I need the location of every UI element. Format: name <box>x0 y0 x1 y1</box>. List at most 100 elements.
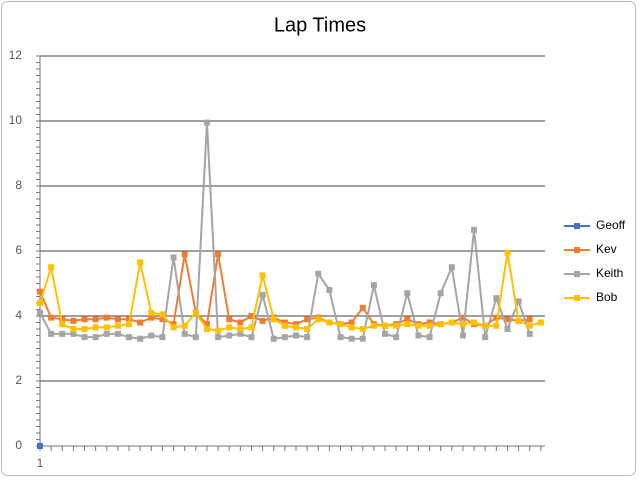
point-marker <box>114 330 121 337</box>
point-marker <box>526 316 533 323</box>
point-marker <box>237 319 244 326</box>
point-marker <box>248 334 255 341</box>
point-marker <box>181 322 188 329</box>
point-marker <box>515 317 522 324</box>
point-marker <box>192 334 199 341</box>
point-marker <box>426 334 433 341</box>
point-marker <box>259 317 266 324</box>
point-marker <box>59 330 66 337</box>
point-marker <box>326 287 333 293</box>
point-marker <box>426 319 433 326</box>
point-marker <box>114 322 121 329</box>
series-line <box>39 252 542 332</box>
point-marker <box>359 326 366 332</box>
point-marker <box>48 330 55 337</box>
point-marker <box>292 324 299 331</box>
point-marker <box>281 319 288 326</box>
x-tick-label: 1 <box>37 456 44 470</box>
point-marker <box>348 335 355 342</box>
y-tick-label: 2 <box>15 373 22 387</box>
point-marker <box>159 311 166 318</box>
point-marker <box>459 314 466 321</box>
point-marker <box>426 322 433 329</box>
point-marker <box>92 316 99 323</box>
point-marker <box>515 298 522 305</box>
point-marker <box>237 330 244 337</box>
point-marker <box>315 270 322 277</box>
point-marker <box>170 321 177 328</box>
point-marker <box>304 334 311 341</box>
point-marker <box>103 314 110 321</box>
point-marker <box>504 326 511 332</box>
point-marker <box>382 322 389 329</box>
point-marker <box>526 322 533 329</box>
point-marker <box>537 319 544 326</box>
point-marker <box>37 309 43 316</box>
point-marker <box>148 314 155 321</box>
point-marker <box>159 316 166 323</box>
point-marker <box>471 226 478 233</box>
point-marker <box>170 324 177 331</box>
point-marker <box>148 309 155 316</box>
point-marker <box>259 272 266 279</box>
point-marker <box>281 334 288 341</box>
point-marker <box>259 291 266 298</box>
point-marker <box>181 330 188 337</box>
point-marker <box>493 295 500 302</box>
point-marker <box>70 326 77 332</box>
point-marker <box>482 322 489 329</box>
point-marker <box>404 290 411 297</box>
point-marker <box>170 254 177 261</box>
point-marker <box>337 321 344 328</box>
point-marker <box>248 313 255 319</box>
point-marker <box>315 316 322 323</box>
point-marker <box>337 334 344 341</box>
point-marker <box>215 334 222 341</box>
point-marker <box>59 321 66 328</box>
point-marker <box>103 330 110 337</box>
point-marker <box>48 264 55 271</box>
point-marker <box>404 321 411 328</box>
point-marker <box>415 322 422 329</box>
legend-marker <box>574 223 580 229</box>
legend-label: Kev <box>596 242 617 256</box>
point-marker <box>270 335 277 342</box>
point-marker <box>126 334 133 341</box>
point-marker <box>448 319 455 326</box>
point-marker <box>126 321 133 328</box>
point-marker <box>348 324 355 331</box>
y-tick-label: 0 <box>15 438 22 452</box>
point-marker <box>137 335 144 342</box>
legend-marker <box>574 295 580 301</box>
point-marker <box>493 322 500 329</box>
point-marker <box>359 304 366 311</box>
point-marker <box>226 324 233 331</box>
point-marker <box>103 324 110 331</box>
point-marker <box>181 251 188 258</box>
point-marker <box>304 326 311 332</box>
point-marker <box>292 332 299 339</box>
point-marker <box>148 332 155 339</box>
point-marker <box>137 259 144 266</box>
y-tick-label: 6 <box>15 243 22 257</box>
point-marker <box>203 119 210 126</box>
point-marker <box>459 332 466 339</box>
point-marker <box>326 319 333 326</box>
point-marker <box>37 443 43 449</box>
point-marker <box>482 334 489 341</box>
point-marker <box>504 316 511 323</box>
point-marker <box>92 334 99 341</box>
legend-marker <box>574 271 580 277</box>
point-marker <box>37 288 43 295</box>
point-marker <box>81 334 88 341</box>
point-marker <box>226 332 233 339</box>
point-marker <box>471 319 478 326</box>
legend-label: Geoff <box>596 218 626 232</box>
point-marker <box>48 314 55 321</box>
point-marker <box>215 251 222 258</box>
y-tick-label: 10 <box>9 113 23 127</box>
point-marker <box>203 326 210 332</box>
point-marker <box>370 322 377 329</box>
